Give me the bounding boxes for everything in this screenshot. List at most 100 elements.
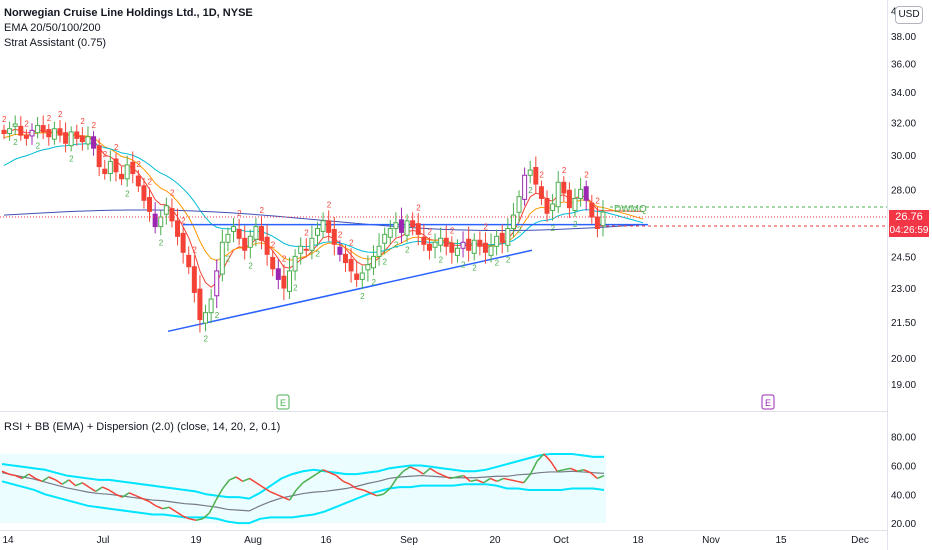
candle-body[interactable] — [594, 216, 600, 230]
candle-body[interactable] — [225, 233, 231, 243]
candle-body[interactable] — [141, 185, 147, 201]
candle-body[interactable] — [398, 219, 404, 233]
candle-body[interactable] — [600, 211, 606, 227]
candle-body[interactable] — [63, 132, 69, 144]
candle-body[interactable] — [264, 236, 270, 255]
candle-body[interactable] — [107, 161, 113, 175]
candle-body[interactable] — [449, 242, 455, 253]
candle-body[interactable] — [186, 254, 192, 268]
candle-body[interactable] — [191, 266, 197, 293]
candle-body[interactable] — [119, 173, 125, 180]
candle-body[interactable] — [354, 273, 360, 280]
candle-body[interactable] — [566, 189, 572, 209]
candle-body[interactable] — [578, 188, 584, 199]
candle-body[interactable] — [471, 239, 477, 254]
candle-body[interactable] — [382, 233, 388, 244]
candle-body[interactable] — [510, 214, 516, 230]
candle-body[interactable] — [488, 245, 494, 256]
earnings-marker-icon[interactable] — [761, 394, 775, 410]
ema-indicator-label[interactable]: EMA 20/50/100/200 — [4, 22, 101, 34]
candle-body[interactable] — [236, 228, 242, 239]
candle-body[interactable] — [35, 125, 41, 134]
candle-body[interactable] — [505, 228, 511, 246]
candle-body[interactable] — [281, 275, 287, 289]
currency-button[interactable]: USD — [895, 6, 923, 24]
candle-body[interactable] — [147, 197, 153, 212]
earnings-marker-icon[interactable] — [276, 394, 290, 410]
candle-body[interactable] — [320, 220, 326, 232]
candle-body[interactable] — [102, 168, 108, 175]
candle-body[interactable] — [303, 248, 309, 251]
candle-body[interactable] — [348, 258, 354, 272]
candle-body[interactable] — [494, 235, 500, 247]
candle-body[interactable] — [124, 164, 130, 180]
candle-body[interactable] — [242, 237, 248, 251]
candle-body[interactable] — [387, 228, 393, 238]
candle-body[interactable] — [85, 136, 91, 145]
candle-body[interactable] — [7, 128, 13, 135]
candle-body[interactable] — [135, 175, 141, 187]
candle-body[interactable] — [309, 237, 315, 251]
candle-body[interactable] — [572, 197, 578, 211]
candle-body[interactable] — [544, 197, 550, 214]
candle-body[interactable] — [393, 222, 399, 230]
candle-body[interactable] — [275, 268, 281, 280]
candle-body[interactable] — [404, 220, 410, 236]
candle-body[interactable] — [169, 208, 175, 222]
candle-body[interactable] — [331, 228, 337, 245]
candle-body[interactable] — [40, 125, 46, 133]
candle-body[interactable] — [96, 145, 102, 168]
candle-body[interactable] — [370, 255, 376, 269]
candle-body[interactable] — [533, 166, 539, 185]
candle-body[interactable] — [231, 226, 237, 232]
candle-body[interactable] — [163, 205, 169, 215]
candle-body[interactable] — [359, 272, 365, 280]
candle-body[interactable] — [79, 135, 85, 143]
candle-body[interactable] — [298, 245, 304, 254]
support-trendline[interactable] — [167, 249, 533, 333]
candle-body[interactable] — [499, 232, 505, 243]
candle-body[interactable] — [46, 129, 52, 138]
rsi-indicator-label[interactable]: RSI + BB (EMA) + Dispersion (2.0) (close… — [4, 421, 281, 433]
candle-body[interactable] — [51, 128, 57, 140]
candle-body[interactable] — [197, 288, 203, 321]
candle-body[interactable] — [91, 136, 97, 149]
candle-body[interactable] — [555, 181, 561, 208]
candle-body[interactable] — [113, 158, 119, 173]
symbol-title[interactable]: Norwegian Cruise Line Holdings Ltd., 1D,… — [4, 7, 253, 19]
candle-body[interactable] — [259, 226, 265, 241]
candle-body[interactable] — [203, 312, 209, 324]
candle-body[interactable] — [68, 131, 74, 147]
candle-body[interactable] — [314, 228, 320, 236]
candle-body[interactable] — [550, 203, 556, 211]
candle-body[interactable] — [421, 236, 427, 245]
candle-body[interactable] — [583, 186, 589, 201]
candle-body[interactable] — [130, 161, 136, 175]
candle-body[interactable] — [270, 256, 276, 270]
candle-body[interactable] — [180, 232, 186, 253]
candle-body[interactable] — [365, 264, 371, 271]
candle-body[interactable] — [589, 202, 595, 218]
candle-body[interactable] — [23, 134, 29, 139]
candle-body[interactable] — [482, 242, 488, 253]
candle-body[interactable] — [561, 181, 567, 194]
candle-body[interactable] — [415, 223, 421, 235]
candle-body[interactable] — [432, 241, 438, 248]
candle-body[interactable] — [477, 239, 483, 247]
candle-body[interactable] — [287, 270, 293, 292]
candle-body[interactable] — [57, 128, 63, 136]
candle-body[interactable] — [253, 226, 259, 240]
candle-body[interactable] — [219, 241, 225, 275]
candle-body[interactable] — [438, 237, 444, 246]
candle-body[interactable] — [29, 129, 35, 137]
candle-body[interactable] — [376, 245, 382, 257]
candle-body[interactable] — [214, 270, 220, 297]
candle-body[interactable] — [342, 253, 348, 264]
candle-body[interactable] — [1, 129, 7, 135]
candle-body[interactable] — [326, 220, 332, 233]
candle-body[interactable] — [158, 216, 164, 228]
candle-body[interactable] — [74, 131, 80, 139]
candle-body[interactable] — [516, 196, 522, 213]
candle-body[interactable] — [527, 169, 533, 176]
